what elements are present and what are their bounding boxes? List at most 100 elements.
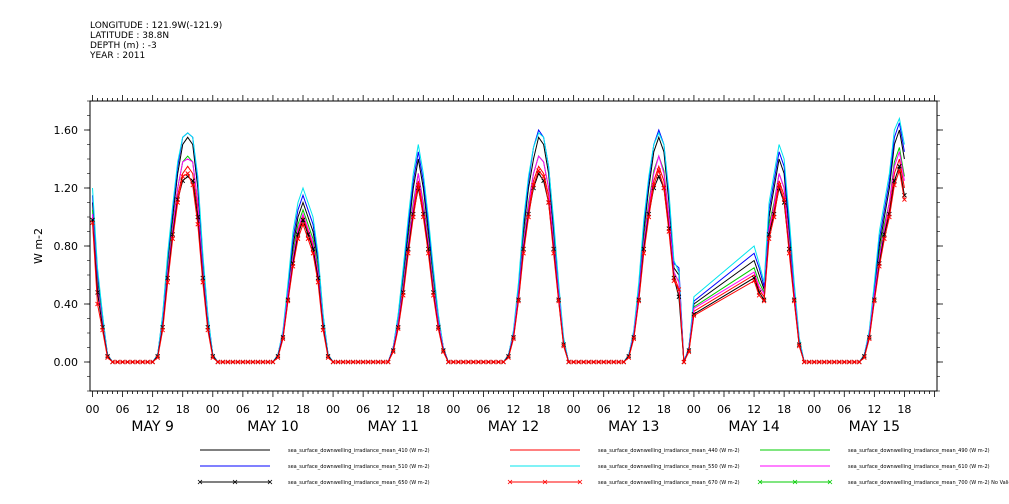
x-tick-label: 00 [446, 403, 460, 416]
year-label: YEAR : 2011 [90, 51, 146, 61]
series-point [140, 359, 145, 365]
x-tick-label: 00 [326, 403, 340, 416]
plot-frame-layer [89, 100, 938, 392]
series-point [125, 359, 130, 365]
series-point [606, 359, 612, 365]
series-point [380, 359, 386, 365]
legend-marker [542, 479, 548, 485]
series-point [415, 182, 421, 188]
series-point [265, 359, 271, 365]
x-tick-label: 12 [266, 403, 280, 416]
series-point [801, 359, 807, 365]
series-point [551, 250, 556, 256]
series-point [621, 359, 627, 365]
series-point [436, 326, 441, 331]
series-point [90, 220, 95, 226]
legend-item: sea_surface_downwelling_irradiance_mean_… [510, 464, 740, 470]
series-point [225, 359, 231, 365]
legend-item: sea_surface_downwelling_irradiance_mean_… [200, 448, 430, 454]
series-7 [90, 168, 907, 365]
series-0 [92, 129, 905, 363]
series-point [425, 250, 431, 256]
series-point [531, 182, 536, 188]
x-tick-label: 00 [206, 403, 220, 416]
series-5 [92, 151, 905, 363]
legend-marker [197, 479, 203, 485]
series-point [250, 359, 256, 365]
series-point [556, 298, 561, 304]
series-point [95, 301, 100, 307]
x-tick-label: 12 [386, 403, 400, 416]
series-point [120, 359, 125, 365]
series-point [195, 221, 201, 227]
series-point [420, 214, 426, 220]
series-point [521, 250, 526, 256]
series-point [325, 355, 331, 360]
legend-item: sea_surface_downwelling_irradiance_mean_… [760, 448, 990, 454]
series-point [476, 359, 481, 365]
series-point [761, 298, 767, 304]
series-point [626, 355, 632, 360]
series-point [466, 359, 471, 365]
x-tick-label: 06 [476, 403, 490, 416]
legend-marker [757, 479, 763, 485]
series-point [651, 182, 657, 188]
series-point [280, 336, 286, 342]
legend-layer: sea_surface_downwelling_irradiance_mean_… [197, 448, 1009, 486]
x-tick-label: 18 [537, 403, 551, 416]
series-point [821, 359, 827, 365]
series-point [100, 327, 105, 333]
y-tick-label: 0.80 [54, 240, 79, 253]
series-point [185, 171, 191, 176]
axis-layer: 0.00 0.40 0.80 1.20 1.60 W m-2 00 06 12 18 00 06 12 1… [32, 95, 943, 435]
legend-label: sea_surface_downwelling_irradiance_mean_… [288, 448, 430, 454]
series-point [300, 221, 306, 227]
series-point [816, 359, 822, 365]
series-point [190, 182, 196, 188]
x-tick-label: 18 [416, 403, 430, 416]
series-line [92, 151, 905, 363]
series-point [902, 197, 907, 202]
series-point [501, 359, 506, 365]
series-point [395, 326, 401, 331]
x-tick-label: 06 [597, 403, 611, 416]
legend-marker [232, 479, 238, 485]
series-point [596, 359, 602, 365]
series-point [846, 359, 852, 365]
series-point [882, 236, 887, 242]
series-point [806, 359, 812, 365]
series-point [796, 343, 802, 349]
series-point [410, 214, 416, 220]
x-day-label: MAY 12 [488, 419, 539, 435]
series-point [405, 250, 411, 256]
series-point [776, 182, 782, 188]
series-point [446, 359, 451, 365]
series-point [811, 359, 817, 365]
series-point [566, 359, 571, 365]
series-point [375, 359, 381, 365]
series-point [686, 349, 692, 355]
series-point [300, 217, 306, 223]
series-point [541, 174, 546, 179]
y-tick-label: 0.40 [54, 298, 79, 311]
series-point [526, 214, 531, 220]
series-point [681, 359, 687, 365]
x-tick-label: 18 [777, 403, 791, 416]
series-point [385, 359, 391, 365]
series-point [335, 359, 341, 365]
series-point [441, 349, 446, 355]
series-line [92, 129, 905, 363]
series-point [766, 236, 772, 242]
legend-label: sea_surface_downwelling_irradiance_mean_… [598, 464, 740, 470]
series-point [656, 168, 662, 173]
series-line [92, 158, 905, 363]
series-point [576, 359, 581, 365]
series-layer [90, 116, 907, 365]
series-point [897, 163, 902, 169]
series-line [92, 116, 905, 363]
series-point [330, 359, 336, 365]
series-point [841, 359, 847, 365]
x-tick-label: 00 [567, 403, 581, 416]
legend-item: sea_surface_downwelling_irradiance_mean_… [200, 464, 430, 470]
series-point [95, 290, 100, 295]
